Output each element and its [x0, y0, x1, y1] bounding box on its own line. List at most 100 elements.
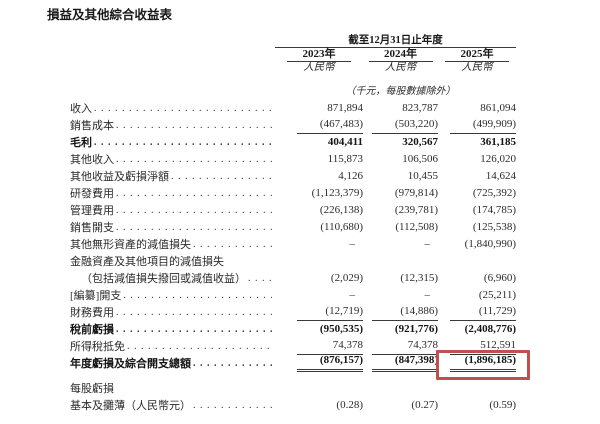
table-row: （包括減值損失撥回或減值收益） (2,029) (12,315) (6,960): [70, 270, 516, 287]
value-2024: 823,787: [402, 102, 438, 114]
value-2025: [438, 253, 516, 270]
value-2024: [363, 380, 438, 397]
table-row: 其他無形資產的減值損失 – – (1,840,990): [70, 236, 516, 253]
value-2024: (14,886): [363, 303, 438, 321]
table-row: 管理費用 (226,138) (239,781) (174,785): [70, 202, 516, 219]
table-body: 收入 871,894 823,787 861,094 銷售成本 (467,483…: [70, 100, 516, 414]
value-2025: 361,185: [480, 136, 516, 148]
table-row: 毛利 404,411 320,567 361,185: [70, 134, 516, 151]
page-title: 損益及其他綜合收益表: [47, 8, 173, 22]
value-2024: (112,508): [395, 221, 438, 233]
year-label: 2023年: [287, 48, 351, 62]
value-2025: 14,624: [485, 170, 516, 182]
value-2025: (1,840,990): [464, 238, 516, 250]
currency-row: 人民幣 人民幣 人民幣: [70, 62, 516, 74]
dot-leader: [123, 287, 272, 304]
dot-leader: [116, 151, 272, 168]
value-2024: (503,220): [363, 116, 438, 134]
value-2023: (950,535): [319, 323, 363, 335]
value-2025: 512,591: [438, 337, 516, 355]
row-label: [編纂]開支: [70, 290, 122, 302]
dot-leader: [94, 100, 272, 117]
table-row: 其他收益及虧損淨額 4,126 10,455 14,624: [70, 168, 516, 185]
value-2023: [275, 380, 363, 397]
row-label: 每股虧損: [70, 383, 114, 395]
table-row: 其他收入 115,873 106,506 126,020: [70, 151, 516, 168]
table-row: 稅前虧損 (950,535) (921,776) (2,408,776): [70, 321, 516, 338]
dot-leader: [116, 219, 272, 236]
table-row: 銷售開支 (110,680) (112,508) (125,538): [70, 219, 516, 236]
row-label: 所得稅抵免: [70, 341, 125, 353]
value-2024: –: [424, 238, 431, 250]
value-2024: 10,455: [407, 170, 438, 182]
value-2023: 74,378: [275, 337, 363, 355]
row-label: 管理費用: [70, 205, 114, 217]
year-label: 2025年: [445, 48, 509, 62]
year-column-2023: 2023年: [275, 44, 363, 62]
value-2025: (174,785): [472, 204, 516, 216]
value-2023: (2,029): [330, 272, 363, 284]
value-2025: (125,538): [472, 221, 516, 233]
value-2023: (110,680): [320, 221, 363, 233]
value-2025: 861,094: [480, 102, 516, 114]
year-header-row: 2023年 2024年 2025年: [70, 48, 516, 62]
table-row: 研發費用 (1,123,379) (979,814) (725,392): [70, 185, 516, 202]
value-2024: (239,781): [394, 204, 438, 216]
row-label: 其他收入: [70, 154, 114, 166]
value-2025: (725,392): [472, 187, 516, 199]
table-row: 銷售成本 (467,483) (503,220) (499,909): [70, 117, 516, 134]
value-2024: –: [424, 289, 431, 301]
dot-leader: [116, 321, 272, 338]
table-row: 基本及攤薄（人民幣元） (0.28) (0.27) (0.59): [70, 397, 516, 414]
table-row: 財務費用 (12,719) (14,886) (11,729): [70, 304, 516, 321]
unit-note: （千元，每股數據除外）: [345, 86, 456, 97]
value-2024: (847,398): [363, 352, 438, 372]
row-label: 銷售開支: [70, 222, 114, 234]
dot-leader: [193, 397, 272, 414]
value-2024: [363, 253, 438, 270]
period-header: 截至12月31日止年度: [275, 35, 516, 48]
value-2023: 4,126: [338, 170, 363, 182]
row-label: 毛利: [70, 137, 92, 149]
value-2023: 871,894: [327, 102, 363, 114]
value-2023: (1,123,379): [311, 187, 363, 199]
value-2025: (0.59): [489, 399, 516, 411]
dot-leader: [248, 270, 272, 287]
dot-leader: [116, 202, 272, 219]
value-2023: –: [349, 238, 356, 250]
row-label: 其他收益及虧損淨額: [70, 171, 169, 183]
row-label: 稅前虧損: [70, 324, 114, 336]
value-2025: (499,909): [438, 116, 516, 134]
value-2025: 126,020: [480, 153, 516, 165]
table-row: 收入 871,894 823,787 861,094: [70, 100, 516, 117]
dot-leader: [193, 236, 272, 253]
value-2023: –: [349, 289, 356, 301]
table-row: 所得稅抵免 74,378 74,378 512,591: [70, 338, 516, 355]
year-label: 2024年: [368, 48, 433, 62]
row-label: （包括減值損失撥回或減值收益）: [81, 273, 246, 285]
dot-leader: [116, 304, 272, 321]
dot-leader: [127, 338, 272, 355]
currency-label: 人民幣: [461, 62, 493, 73]
value-2024: 320,567: [402, 136, 438, 148]
currency-label: 人民幣: [384, 62, 417, 73]
row-label: 年度虧損及綜合開支總額: [70, 358, 191, 370]
value-2023: (226,138): [319, 204, 363, 216]
value-2024: 74,378: [363, 337, 438, 355]
value-2025: (25,211): [478, 289, 516, 301]
value-2025: [438, 380, 516, 397]
row-label: 收入: [70, 103, 92, 115]
period-header-row: 截至12月31日止年度: [70, 35, 516, 48]
value-2025: (11,729): [438, 303, 516, 321]
row-label: 基本及攤薄（人民幣元）: [70, 400, 191, 412]
dot-leader: [193, 355, 272, 372]
year-column-2024: 2024年: [363, 44, 438, 62]
value-2025: (2,408,776): [464, 323, 516, 335]
table-row: 每股虧損: [70, 380, 516, 397]
dot-leader: [171, 168, 272, 185]
value-2023: (0.28): [336, 399, 363, 411]
year-column-2025: 2025年: [438, 44, 516, 62]
value-2025: (6,960): [483, 272, 516, 284]
value-2023: 115,873: [327, 153, 363, 165]
